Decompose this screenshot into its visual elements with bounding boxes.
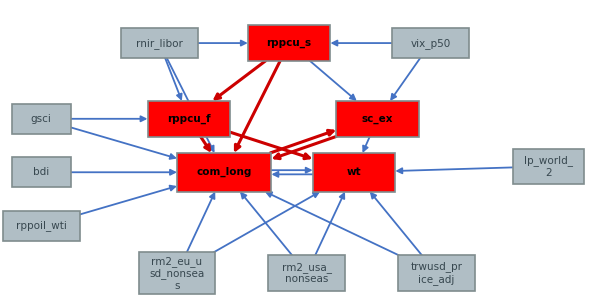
Text: rm2_usa_
nonseas: rm2_usa_ nonseas <box>282 262 332 285</box>
Text: rppcu_f: rppcu_f <box>167 114 211 124</box>
FancyBboxPatch shape <box>12 104 71 134</box>
Text: rnir_libor: rnir_libor <box>136 38 183 48</box>
FancyBboxPatch shape <box>336 101 419 137</box>
FancyBboxPatch shape <box>268 255 345 291</box>
FancyBboxPatch shape <box>513 148 584 184</box>
Text: rppcu_s: rppcu_s <box>267 38 312 48</box>
Text: gsci: gsci <box>31 114 52 124</box>
Text: trwusd_pr
ice_adj: trwusd_pr ice_adj <box>411 262 463 285</box>
FancyBboxPatch shape <box>398 255 475 291</box>
FancyBboxPatch shape <box>392 28 469 58</box>
Text: rm2_eu_u
sd_nonsea
s: rm2_eu_u sd_nonsea s <box>149 256 205 291</box>
FancyBboxPatch shape <box>248 25 330 61</box>
FancyBboxPatch shape <box>121 28 198 58</box>
Text: com_long: com_long <box>196 167 252 177</box>
Text: lp_world_
2: lp_world_ 2 <box>524 155 573 178</box>
FancyBboxPatch shape <box>148 101 230 137</box>
Text: vix_p50: vix_p50 <box>411 38 451 48</box>
Text: wt: wt <box>347 167 361 177</box>
FancyBboxPatch shape <box>313 153 395 192</box>
Text: sc_ex: sc_ex <box>362 114 394 124</box>
FancyBboxPatch shape <box>177 153 271 192</box>
FancyBboxPatch shape <box>139 252 215 294</box>
Text: bdi: bdi <box>33 167 50 177</box>
Text: rppoil_wti: rppoil_wti <box>16 220 67 231</box>
FancyBboxPatch shape <box>12 157 71 187</box>
FancyBboxPatch shape <box>3 211 80 241</box>
